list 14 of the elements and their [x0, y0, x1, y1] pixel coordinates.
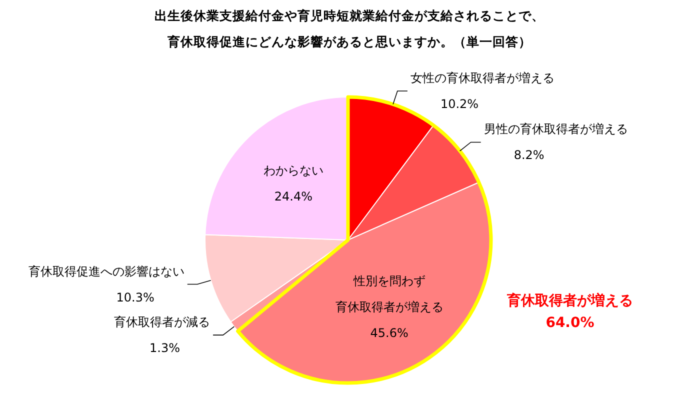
slice-label: わからない [263, 163, 324, 178]
data-label: 1.3% [150, 341, 180, 356]
data-label: 8.2% [514, 148, 544, 162]
data-label: 24.4% [274, 189, 313, 204]
slice-label: 女性の育休取得者が増える [410, 70, 554, 85]
data-label: 10.3% [116, 290, 154, 304]
data-label: 10.2% [440, 96, 479, 111]
slice-label: 育休取得者が減る [114, 315, 210, 330]
text: 育休取得者が増える 64.0% [506, 292, 633, 331]
data-label: 45.6% [370, 326, 408, 340]
slice-label: 育休取得促進への影響はない [28, 264, 184, 278]
chart-title: 出生後休業支援給付金や育児時短就業給付金が支給されることで、育休取得促進にどんな影響があると思いますか。（単一回答） [154, 8, 544, 49]
slice-label: 男性の育休取得者が増える [484, 122, 628, 136]
slice-label: 性別を問わず育休取得者が増える [335, 274, 444, 314]
